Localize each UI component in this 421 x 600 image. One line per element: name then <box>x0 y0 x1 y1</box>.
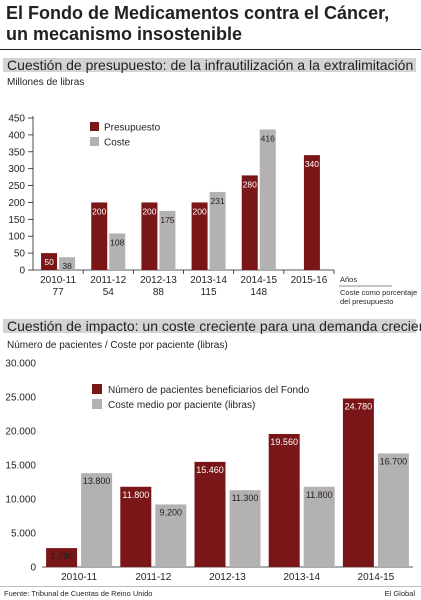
legend-swatch-1 <box>92 399 102 409</box>
value-label-pacientes-2012-13: 15.460 <box>196 465 224 475</box>
value-label-presupuesto-2014-15: 280 <box>243 179 257 189</box>
value-label-coste-medio-2011-12: 9.200 <box>160 507 183 517</box>
impact-chart: 0 5.000 10.000 15.000 20.000 25.000 30.000 2.78… <box>5 359 413 583</box>
y-tick-label-4: 200 <box>8 198 25 209</box>
legend-swatch-0 <box>92 384 102 394</box>
legend-label-0: Número de pacientes beneficiarios del Fo… <box>108 385 310 396</box>
x-tick-label-2012-13: 2012-13 <box>140 275 177 286</box>
x-tick-label-2014-15: 2014-15 <box>240 275 277 286</box>
y-tick-label-3: 150 <box>8 215 25 226</box>
bar-pacientes-2013-14 <box>268 433 300 567</box>
value-label-coste-2012-13: 175 <box>160 215 174 225</box>
value-label-coste-2014-15: 416 <box>261 133 275 143</box>
value-label-coste-medio-2013-14: 11.800 <box>306 490 333 500</box>
legend-label-1: Coste medio por paciente (libras) <box>108 400 255 411</box>
bar-coste-medio-2012-13 <box>229 490 261 567</box>
bar-coste-2013-14 <box>209 191 226 270</box>
y-tick-label-7: 350 <box>8 147 25 158</box>
value-label-coste-2013-14: 231 <box>210 196 224 206</box>
value-label-coste-2010-11: 38 <box>62 261 72 271</box>
x-tick-label-2015-16: 2015-16 <box>291 275 328 286</box>
value-label-pacientes-2013-14: 19.560 <box>270 437 298 447</box>
value-label-pacientes-2014-15: 24.780 <box>345 401 373 411</box>
x-tick-label-2010-11: 2010-11 <box>40 275 76 286</box>
x-tick-label-2011-12: 2011-12 <box>90 275 126 286</box>
x-tick-label-2011-12: 2011-12 <box>135 572 171 583</box>
y-tick-label-0: 0 <box>19 266 25 277</box>
y-tick-label-1: 50 <box>14 249 26 260</box>
pct-row-label-line-1: Coste como porcentaje <box>340 288 417 297</box>
legend-swatch-0 <box>90 122 99 131</box>
value-label-coste-medio-2012-13: 11.300 <box>232 493 259 503</box>
legend-label-0: Presupuesto <box>104 123 161 134</box>
legend-swatch-1 <box>90 137 99 146</box>
y-tick-label-3: 15.000 <box>5 461 36 472</box>
y-tick-label-1: 5.000 <box>11 529 36 540</box>
pct-label-2014-15: 148 <box>250 287 267 298</box>
bar-coste-medio-2010-11 <box>81 473 113 567</box>
bar-coste-2010-11 <box>59 257 76 270</box>
value-label-coste-medio-2014-15: 16.700 <box>380 456 408 466</box>
y-tick-label-8: 400 <box>8 130 25 141</box>
value-label-coste-medio-2010-11: 13.800 <box>83 476 111 486</box>
bar-coste-medio-2014-15 <box>377 453 409 567</box>
y-tick-label-0: 0 <box>30 563 36 574</box>
x-tick-label-2010-11: 2010-11 <box>61 572 97 583</box>
value-label-presupuesto-2012-13: 200 <box>142 206 156 216</box>
chart2-title: Cuestión de impacto: un coste creciente … <box>3 319 421 333</box>
title-line-1: El Fondo de Medicamentos contra el Cánce… <box>6 3 390 23</box>
legend-label-1: Coste <box>104 138 131 149</box>
x-tick-label-2012-13: 2012-13 <box>209 572 246 583</box>
footer-rule <box>0 586 421 587</box>
value-label-presupuesto-2011-12: 200 <box>92 206 106 216</box>
x-axis-label: Años <box>340 275 357 284</box>
title-line-2: un mecanismo insostenible <box>6 24 243 44</box>
pct-label-2013-14: 115 <box>201 287 217 298</box>
source-note: Fuente: Tribunal de Cuentas de Reino Uni… <box>4 589 153 598</box>
y-tick-label-4: 20.000 <box>5 427 36 438</box>
chart2-y-label: Número de pacientes / Coste por paciente… <box>7 340 228 351</box>
y-tick-label-5: 250 <box>8 181 25 192</box>
bar-pacientes-2011-12 <box>120 486 152 567</box>
bar-coste-medio-2011-12 <box>155 504 187 567</box>
bar-presupuesto-2015-16 <box>303 155 320 270</box>
x-tick-label-2013-14: 2013-14 <box>190 275 227 286</box>
y-tick-label-5: 25.000 <box>5 393 36 404</box>
value-label-pacientes-2011-12: 11.800 <box>122 490 149 500</box>
bar-pacientes-2014-15 <box>342 398 374 567</box>
value-label-coste-2011-12: 108 <box>110 238 124 248</box>
y-tick-label-6: 300 <box>8 164 25 175</box>
bar-coste-2012-13 <box>159 210 176 270</box>
chart1-title: Cuestión de presupuesto: de la infrautil… <box>3 58 416 72</box>
pct-label-2010-11: 77 <box>53 287 65 298</box>
title-rule <box>0 49 421 50</box>
bar-pacientes-2010-11 <box>46 548 78 567</box>
pct-label-2011-12: 54 <box>103 287 115 298</box>
y-tick-label-2: 10.000 <box>5 495 36 506</box>
bar-coste-medio-2013-14 <box>303 486 335 567</box>
y-tick-label-9: 450 <box>8 114 25 125</box>
bar-presupuesto-2014-15 <box>241 175 258 270</box>
brand-label: El Global <box>384 589 415 598</box>
y-tick-label-6: 30.000 <box>5 359 36 370</box>
x-tick-label-2014-15: 2014-15 <box>358 572 395 583</box>
bar-presupuesto-2011-12 <box>91 202 108 270</box>
value-label-pacientes-2010-11: 2.780 <box>50 551 73 561</box>
x-tick-label-2013-14: 2013-14 <box>283 572 320 583</box>
value-label-presupuesto-2010-11: 50 <box>44 257 54 267</box>
value-label-presupuesto-2015-16: 340 <box>305 159 319 169</box>
bar-pacientes-2012-13 <box>194 461 226 567</box>
chart1-y-label: Millones de libras <box>7 77 85 88</box>
budget-chart: 0 50 100 150 200 250 300 350 400 450 50 38 2010-1177… <box>8 114 417 307</box>
page-title: El Fondo de Medicamentos contra el Cánce… <box>6 3 418 45</box>
value-label-presupuesto-2013-14: 200 <box>192 206 206 216</box>
y-tick-label-2: 100 <box>8 232 25 243</box>
pct-row-label-line-2: del presupuesto <box>340 297 393 306</box>
bar-presupuesto-2010-11 <box>41 253 58 270</box>
bar-coste-2014-15 <box>259 129 276 270</box>
bar-presupuesto-2012-13 <box>141 202 158 270</box>
bar-coste-2011-12 <box>109 233 126 270</box>
pct-label-2012-13: 88 <box>153 287 165 298</box>
bar-presupuesto-2013-14 <box>191 202 208 270</box>
